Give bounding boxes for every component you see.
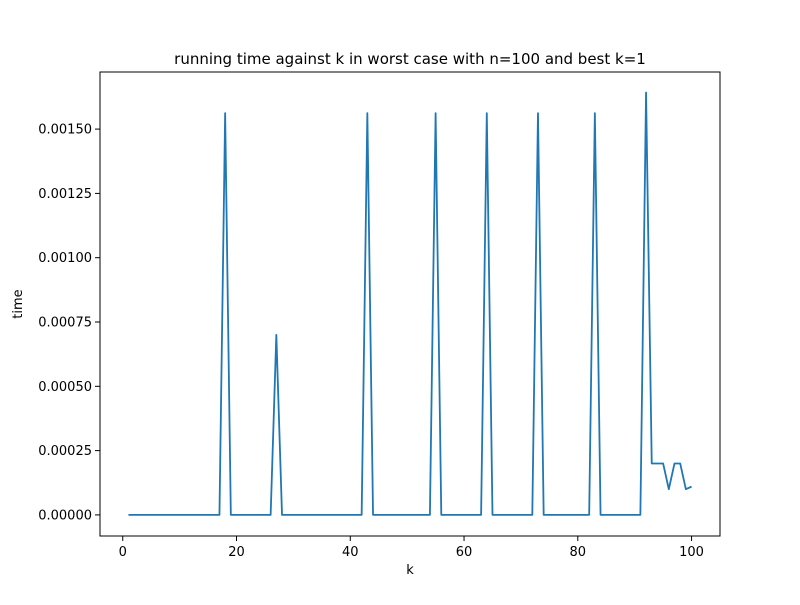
y-tick-label: 0.00050: [38, 380, 92, 395]
y-tick-label: 0.00125: [38, 187, 92, 202]
x-tick-label: 20: [228, 545, 245, 560]
y-tick-label: 0.00025: [38, 444, 92, 459]
x-tick-label: 100: [679, 545, 704, 560]
x-axis-label: k: [406, 563, 414, 578]
y-tick-label: 0.00075: [38, 316, 92, 331]
y-tick-label: 0.00000: [38, 508, 92, 523]
y-tick-label: 0.00150: [38, 123, 92, 138]
x-tick-label: 80: [570, 545, 587, 560]
x-axis-ticks: 0 20 40 60 80 100: [119, 536, 704, 560]
y-axis-ticks: 0.00000 0.00025 0.00050 0.00075 0.00100 0.001…: [38, 123, 100, 523]
series-line: [128, 91, 692, 516]
y-axis-label: time: [11, 289, 26, 318]
x-tick-label: 0: [119, 545, 127, 560]
axes-frame: [99, 71, 721, 537]
y-tick-label: 0.00100: [38, 251, 92, 266]
chart-title: running time against k in worst case wit…: [174, 50, 646, 68]
x-tick-label: 40: [342, 545, 359, 560]
plot-area: 0 20 40 60 80 100 0.00000 0.00025 0.00050 0.0007…: [38, 71, 721, 560]
x-tick-label: 60: [456, 545, 473, 560]
series-layer: [128, 91, 692, 516]
